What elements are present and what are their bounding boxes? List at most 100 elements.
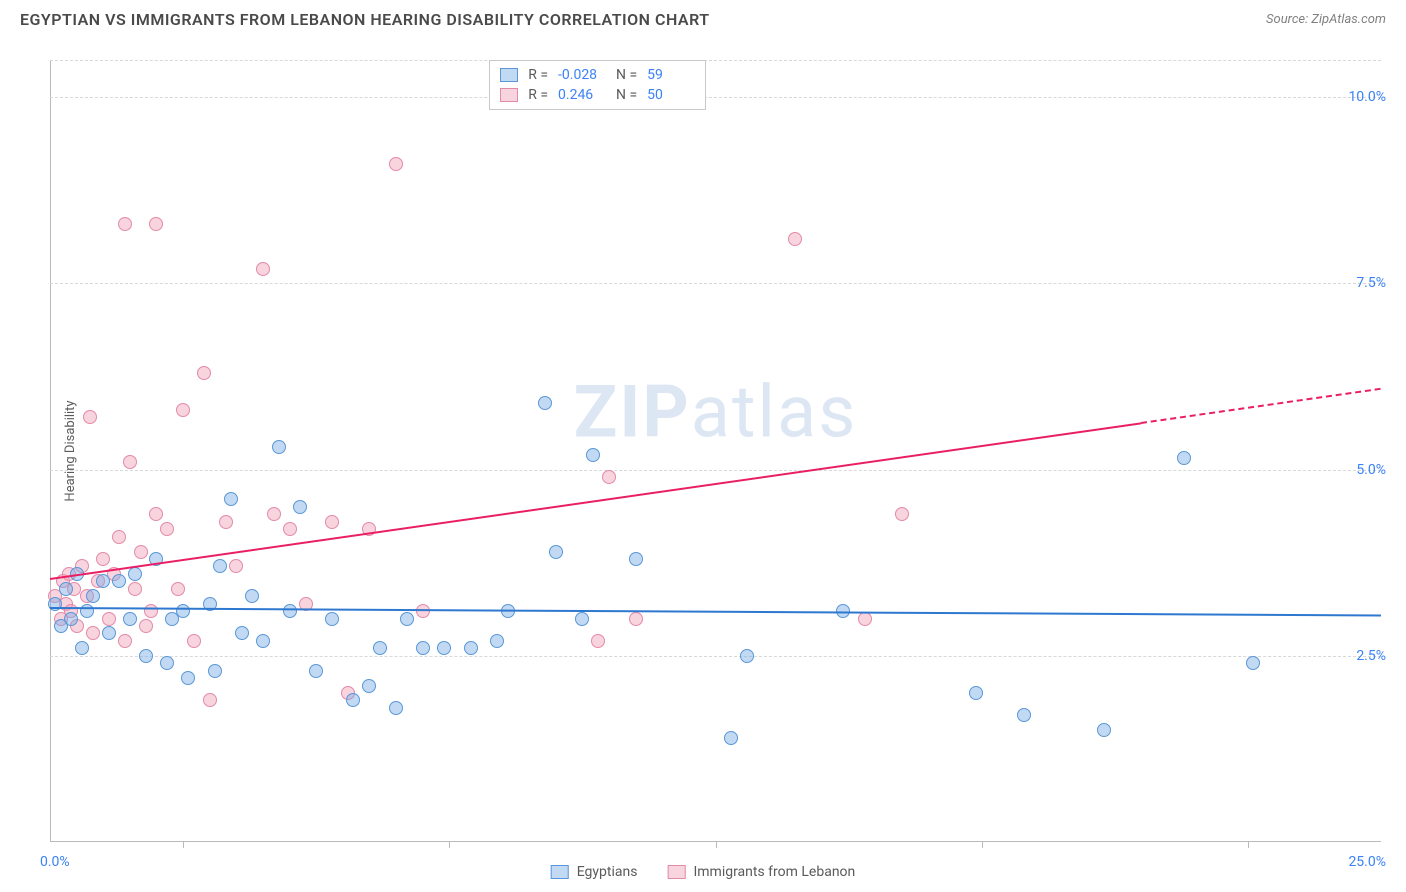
data-point [256,634,270,648]
data-point [464,641,478,655]
data-point [134,545,148,559]
swatch-egyptians [500,68,518,82]
x-tick [982,842,983,848]
data-point [144,604,158,618]
data-point [112,574,126,588]
data-point [724,731,738,745]
data-point [176,403,190,417]
data-point [219,515,233,529]
grid-line [50,60,1381,61]
data-point [160,522,174,536]
data-point [362,679,376,693]
data-point [538,396,552,410]
data-point [591,634,605,648]
data-point [149,507,163,521]
data-point [245,589,259,603]
data-point [139,619,153,633]
stat-n-value: 50 [647,87,695,103]
data-point [102,626,116,640]
data-point [629,612,643,626]
data-point [969,686,983,700]
data-point [187,634,201,648]
stat-r-value: -0.028 [558,67,606,83]
data-point [858,612,872,626]
data-point [740,649,754,663]
stat-n-value: 59 [647,67,695,83]
x-tick [183,842,184,848]
y-tick-label: 2.5% [1356,648,1386,664]
swatch-lebanon [500,88,518,102]
data-point [128,567,142,581]
data-point [112,530,126,544]
data-point [549,545,563,559]
data-point [128,582,142,596]
data-point [118,634,132,648]
data-point [389,157,403,171]
data-point [602,470,616,484]
data-point [118,217,132,231]
scatter-chart: Hearing Disability ZIPatlas 0.0% 25.0% 2… [50,60,1381,842]
data-point [325,612,339,626]
data-point [325,515,339,529]
data-point [149,217,163,231]
legend-swatch [667,865,685,879]
data-point [181,671,195,685]
bottom-legend: Egyptians Immigrants from Lebanon [551,864,856,880]
data-point [160,656,174,670]
legend-item: Egyptians [551,864,638,880]
data-point [272,440,286,454]
stat-r-label: R = [528,87,548,103]
data-point [235,626,249,640]
data-point [283,604,297,618]
data-point [208,664,222,678]
data-point [437,641,451,655]
data-point [400,612,414,626]
legend-item: Immigrants from Lebanon [667,864,855,880]
data-point [293,500,307,514]
grid-line [50,97,1381,98]
data-point [373,641,387,655]
data-point [629,552,643,566]
data-point [283,522,297,536]
data-point [123,612,137,626]
source-attribution: Source: ZipAtlas.com [1266,12,1386,27]
data-point [1177,451,1191,465]
stat-r-label: R = [528,67,548,83]
data-point [123,455,137,469]
x-tick [716,842,717,848]
stats-row: R = -0.028 N = 59 [500,65,695,85]
data-point [416,641,430,655]
x-tick [449,842,450,848]
plot-area: ZIPatlas 0.0% 25.0% 2.5%5.0%7.5%10.0% [50,60,1381,842]
data-point [575,612,589,626]
data-point [75,641,89,655]
y-tick-label: 7.5% [1356,275,1386,291]
x-max-label: 25.0% [1348,854,1386,870]
data-point [1097,723,1111,737]
stat-n-label: N = [616,87,637,103]
stat-r-value: 0.246 [558,87,606,103]
data-point [203,693,217,707]
legend-label: Egyptians [577,864,638,880]
stat-n-label: N = [616,67,637,83]
data-point [213,559,227,573]
data-point [490,634,504,648]
grid-line [50,656,1381,657]
y-tick-label: 10.0% [1348,89,1386,105]
grid-line [50,283,1381,284]
data-point [86,589,100,603]
data-point [389,701,403,715]
data-point [96,552,110,566]
data-point [309,664,323,678]
data-point [83,410,97,424]
legend-swatch [551,865,569,879]
x-tick [1248,842,1249,848]
chart-title: EGYPTIAN VS IMMIGRANTS FROM LEBANON HEAR… [20,10,710,29]
data-point [171,582,185,596]
data-point [224,492,238,506]
stats-legend: R = -0.028 N = 59 R = 0.246 N = 50 [489,60,706,110]
data-point [59,582,73,596]
data-point [197,366,211,380]
data-point [139,649,153,663]
x-origin-label: 0.0% [40,854,70,870]
